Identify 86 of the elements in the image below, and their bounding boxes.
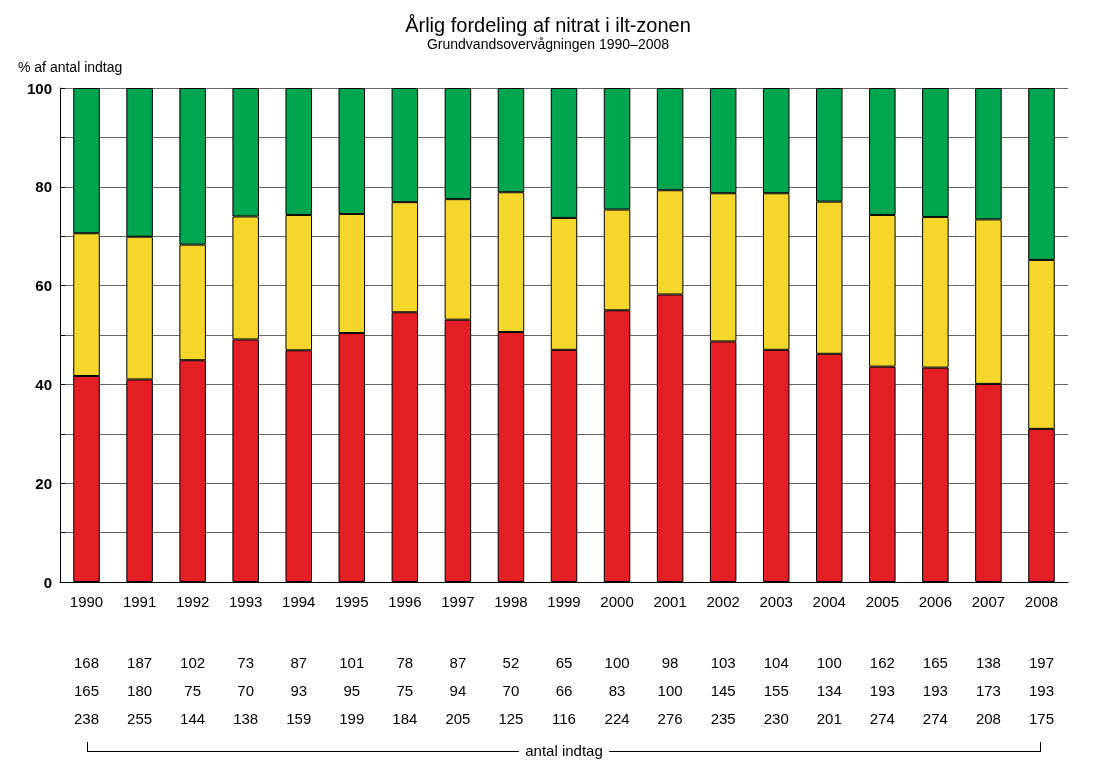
x-tick-label: 1999: [547, 593, 581, 610]
x-tick-label: 1995: [335, 593, 369, 610]
text: 75: [396, 681, 414, 699]
text: 238: [74, 709, 100, 727]
x-tick-label: 1990: [69, 593, 104, 610]
y-axis-title: % af antal indtag: [18, 59, 123, 75]
y-tick-label: 60: [35, 277, 52, 295]
x-tick-label: 1993: [229, 593, 263, 610]
text: 235: [710, 709, 736, 727]
text: 100: [816, 653, 842, 671]
text: 255: [127, 709, 153, 727]
x-tick-label: 1991: [122, 593, 157, 610]
text: 180: [127, 681, 153, 699]
text: 73: [237, 653, 255, 671]
text: 162: [869, 653, 895, 671]
x-tick-label: 2000: [600, 593, 634, 610]
y-tick-label: 40: [35, 375, 52, 393]
text: 102: [180, 653, 206, 671]
text: 155: [763, 681, 789, 699]
x-tick-label: 2001: [653, 593, 687, 610]
text: 193: [922, 681, 948, 699]
text: 95: [343, 681, 361, 699]
x-tick-label: 2003: [759, 593, 793, 610]
text: 134: [816, 681, 842, 699]
text: 125: [498, 709, 524, 727]
x-tick-label: 2008: [1024, 593, 1059, 610]
y-tick-label: 20: [35, 474, 52, 492]
text: 208: [975, 709, 1001, 727]
x-tick-label: 2006: [918, 593, 953, 610]
text: 101: [339, 653, 365, 671]
text: antal indtag: [519, 742, 609, 759]
text: 75: [184, 681, 201, 699]
text: 104: [763, 653, 789, 671]
chart-subtitle: Grundvandsovervågningen 1990–2008: [426, 36, 670, 52]
text: 78: [396, 653, 414, 671]
text: 199: [339, 709, 365, 727]
text: 87: [449, 653, 467, 671]
x-tick-label: 1994: [282, 593, 316, 610]
text: 52: [502, 653, 520, 671]
text: 165: [74, 681, 100, 699]
x-tick-label: 2004: [812, 593, 846, 610]
text: 93: [290, 681, 308, 699]
x-tick-label: 1998: [494, 593, 528, 610]
text: 197: [1028, 653, 1054, 671]
text: 205: [445, 709, 471, 727]
text: 138: [975, 653, 1001, 671]
text: 70: [502, 681, 520, 699]
x-tick-label: 2005: [865, 593, 899, 610]
text: 98: [661, 653, 679, 671]
text: 184: [392, 709, 418, 727]
text: 201: [816, 709, 842, 727]
text: 187: [127, 653, 153, 671]
text: 83: [608, 681, 626, 699]
text: 144: [180, 709, 206, 727]
x-tick-label: 1996: [388, 593, 422, 610]
x-tick-label: 2002: [706, 593, 740, 610]
text: 276: [657, 709, 683, 727]
text: 193: [1028, 681, 1054, 699]
text: 168: [74, 653, 100, 671]
x-tick-label: 2007: [971, 593, 1006, 610]
text: 138: [233, 709, 259, 727]
text: 274: [922, 709, 948, 727]
text: 70: [237, 681, 255, 699]
text: 145: [710, 681, 736, 699]
y-tick-label: 0: [43, 573, 52, 591]
text: 165: [922, 653, 948, 671]
text: 103: [710, 653, 736, 671]
text: 230: [763, 709, 789, 727]
text: 66: [555, 681, 573, 699]
x-tick-label: 1992: [175, 593, 210, 610]
text: 173: [975, 681, 1001, 699]
text: 94: [449, 681, 467, 699]
text: 175: [1028, 709, 1054, 727]
chart-title: Årlig fordeling af nitrat i ilt-zonen: [405, 14, 691, 36]
text: 224: [604, 709, 630, 727]
text: 100: [604, 653, 630, 671]
y-tick-label: 80: [35, 178, 52, 196]
text: 100: [657, 681, 683, 699]
text: 193: [869, 681, 895, 699]
x-tick-label: 1997: [441, 593, 475, 610]
text: 274: [869, 709, 895, 727]
text: 159: [286, 709, 312, 727]
text: 65: [555, 653, 573, 671]
text: 116: [552, 709, 576, 727]
text: 87: [290, 653, 308, 671]
y-tick-label: 100: [26, 79, 52, 97]
